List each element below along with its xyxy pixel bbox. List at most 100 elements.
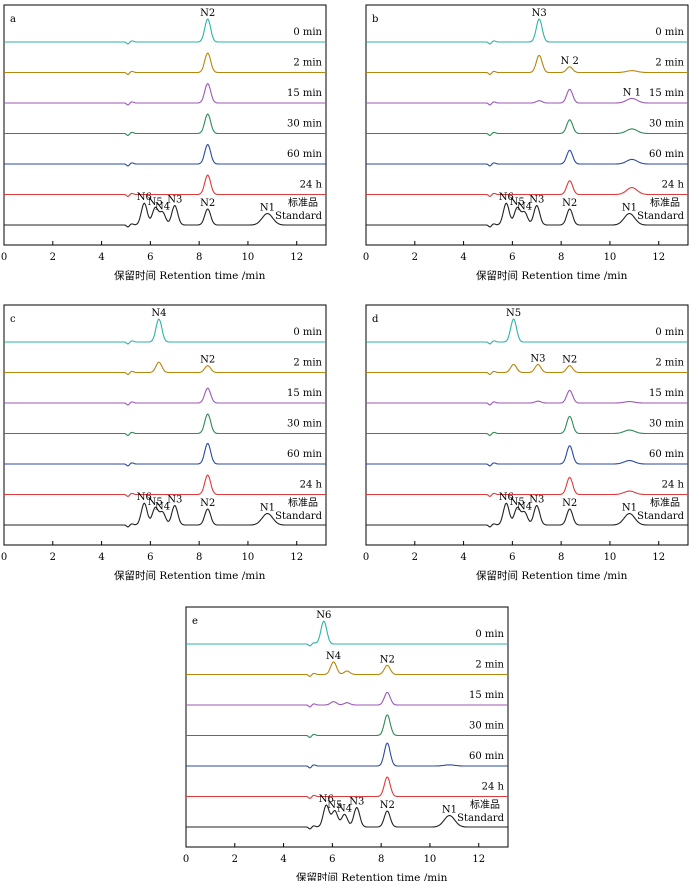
peak-label: N3	[532, 8, 547, 19]
peak-label: N5	[510, 197, 525, 208]
peak-label: N5	[148, 497, 163, 508]
x-tick-label: 6	[509, 252, 515, 263]
series-label: 15 min	[649, 88, 685, 99]
peak-label: N3	[529, 494, 544, 505]
series-label: 标准品	[650, 197, 680, 209]
x-tick-label: 4	[98, 252, 104, 263]
x-tick-label: 8	[196, 552, 202, 563]
x-tick-label: 0	[1, 252, 7, 263]
chromatogram-trace	[366, 180, 688, 198]
x-axis-label: 保留时间 Retention time /min	[114, 269, 266, 282]
series-label: 30 min	[469, 721, 505, 732]
series-label: 2 min	[655, 358, 684, 369]
peak-label: N4	[326, 651, 341, 662]
plot-frame	[365, 304, 689, 546]
series-label: 15 min	[287, 88, 323, 99]
x-tick-label: 10	[424, 854, 437, 865]
x-tick-label: 0	[363, 552, 369, 563]
peak-label: N 1	[623, 87, 641, 98]
x-tick-label: 0	[363, 252, 369, 263]
x-tick-label: 8	[558, 252, 564, 263]
peak-label: N1	[260, 203, 275, 214]
x-tick-label: 10	[604, 552, 617, 563]
chromatogram-trace	[186, 620, 508, 647]
panel-a: a 0 2 4 6 8 10 12 保留时间 Retention time /min 0 min N…	[1, 4, 327, 282]
peak-label: N4	[155, 201, 170, 212]
x-tick-label: 6	[329, 854, 335, 865]
series-label: 60 min	[287, 149, 323, 160]
chromatogram-trace	[366, 363, 688, 376]
plot-frame	[185, 606, 509, 848]
peak-label: N3	[529, 194, 544, 205]
series-label: 15 min	[287, 388, 323, 399]
x-tick-label: 2	[50, 252, 56, 263]
peak-label: N2	[200, 8, 215, 19]
chromatogram-trace	[4, 18, 326, 45]
peak-label: N5	[327, 800, 342, 811]
chromatogram-trace	[366, 88, 688, 106]
peak-label: N2	[380, 654, 395, 665]
x-tick-label: 12	[290, 252, 303, 263]
peak-label: N2	[562, 355, 577, 366]
x-tick-label: 6	[509, 552, 515, 563]
series-label: 30 min	[649, 419, 685, 430]
chromatogram-trace	[4, 82, 326, 106]
x-tick-label: 10	[242, 552, 255, 563]
x-tick-label: 4	[460, 252, 466, 263]
peak-label: N6	[499, 492, 514, 503]
peak-label: N6	[137, 192, 152, 203]
series-label: 30 min	[287, 119, 323, 130]
chromatogram-trace	[366, 502, 688, 528]
peak-label: N6	[319, 794, 334, 805]
chromatogram-trace	[4, 474, 326, 498]
x-tick-label: 10	[242, 252, 255, 263]
chromatogram-trace	[186, 742, 508, 769]
chromatogram-trace	[4, 413, 326, 437]
chromatogram-trace	[4, 174, 326, 198]
chromatogram-trace	[366, 202, 688, 228]
panel-letter: c	[10, 314, 16, 325]
peak-label: N4	[337, 803, 352, 814]
chromatogram-trace	[366, 476, 688, 498]
series-label: 标准品	[288, 497, 318, 509]
peak-label: N4	[155, 501, 170, 512]
panel-letter: e	[192, 616, 198, 627]
series-label: 标准品	[288, 197, 318, 209]
peak-label: N4	[517, 501, 532, 512]
series-label: 24 h	[300, 180, 323, 191]
chromatogram-trace	[4, 113, 326, 137]
x-axis-label: 保留时间 Retention time /min	[114, 569, 266, 582]
plot-frame	[3, 4, 327, 246]
series-label: 2 min	[655, 58, 684, 69]
chromatogram-trace	[366, 389, 688, 406]
x-axis-label: 保留时间 Retention time /min	[476, 569, 628, 582]
chromatogram-trace	[4, 387, 326, 406]
chromatogram-trace	[186, 691, 508, 708]
series-label: 0 min	[475, 629, 504, 640]
peak-label: N6	[316, 610, 331, 621]
peak-label: N6	[137, 492, 152, 503]
x-tick-label: 8	[558, 552, 564, 563]
chromatogram-trace	[186, 776, 508, 800]
panel-letter: b	[372, 14, 378, 25]
chromatogram-trace	[366, 415, 688, 437]
chromatogram-trace	[4, 143, 326, 167]
x-tick-label: 4	[460, 552, 466, 563]
x-tick-label: 12	[652, 552, 665, 563]
x-tick-label: 2	[50, 552, 56, 563]
series-label: 15 min	[469, 690, 505, 701]
series-label: 2 min	[293, 58, 322, 69]
x-tick-label: 12	[290, 552, 303, 563]
peak-label: N3	[167, 494, 182, 505]
x-tick-label: 2	[232, 854, 238, 865]
chromatogram-trace	[4, 318, 326, 345]
series-label: 30 min	[287, 419, 323, 430]
series-label: Standard	[637, 511, 684, 522]
x-axis-label: 保留时间 Retention time /min	[296, 871, 448, 881]
peak-label: N2	[562, 198, 577, 209]
peak-label: N1	[622, 203, 637, 214]
chromatogram-trace	[366, 318, 688, 345]
peak-label: N5	[510, 497, 525, 508]
plot-frame	[3, 304, 327, 546]
